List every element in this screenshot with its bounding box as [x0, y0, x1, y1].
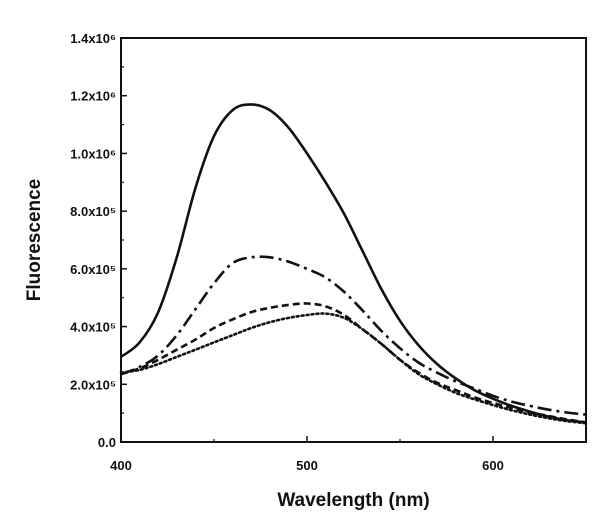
y-tick-label: 1.0x10⁶	[70, 146, 116, 161]
y-tick-label: 0.0	[98, 435, 116, 450]
series-line-dash-dot	[120, 255, 587, 416]
x-axis-ticks: 400 500 600	[110, 436, 504, 473]
series-line-dotted	[119, 312, 588, 425]
plot-frame	[120, 37, 587, 443]
y-axis-ticks: 0.0 2.0x10⁵ 4.0x10⁵ 6.0x10⁵ 8.0x10⁵ 1.0x10⁶ 1.…	[70, 31, 127, 450]
y-tick-label: 1.4x10⁶	[70, 31, 116, 46]
y-tick-label: 6.0x10⁵	[70, 262, 116, 277]
series-lines	[119, 103, 588, 425]
x-axis-title: Wavelength (nm)	[277, 490, 429, 511]
y-tick-label: 2.0x10⁵	[70, 377, 116, 392]
series-line-solid	[120, 103, 587, 424]
y-tick-label: 1.2x10⁶	[70, 89, 116, 104]
x-tick-label: 500	[296, 458, 318, 473]
y-tick-label: 8.0x10⁵	[70, 204, 116, 219]
plot-border	[120, 37, 587, 443]
series-line-dashed	[120, 302, 587, 424]
y-axis-title: Fluorescence	[24, 179, 45, 302]
y-tick-label: 4.0x10⁵	[70, 320, 116, 335]
x-tick-label: 600	[482, 458, 504, 473]
x-tick-label: 400	[110, 458, 132, 473]
